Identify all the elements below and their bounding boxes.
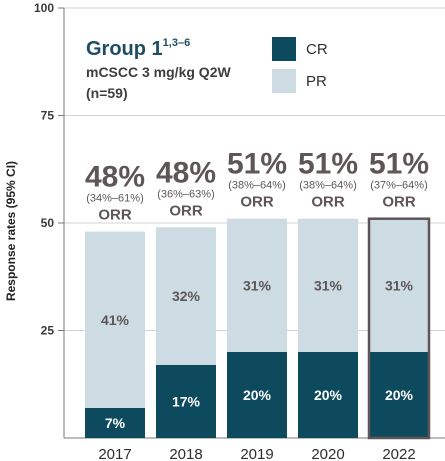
- x-tick-label-2022: 2022: [382, 446, 415, 461]
- y-tick-label-75: 75: [41, 109, 55, 123]
- chart-subtitle-line-2: (n=59): [86, 85, 128, 101]
- y-axis-label: Response rates (95% CI): [4, 161, 18, 301]
- orr-label-2020: ORR: [311, 194, 345, 211]
- legend-swatch-pr: [272, 69, 296, 93]
- orr-percent-2020: 51%: [298, 148, 358, 181]
- orr-ci-2017: (34%–61%): [86, 193, 143, 205]
- orr-label-2017: ORR: [98, 207, 132, 224]
- data-label-cr-2022: 20%: [385, 387, 414, 403]
- chart-title: Group 11,3–6: [86, 37, 190, 60]
- legend-swatch-cr: [272, 37, 296, 61]
- data-label-cr-2019: 20%: [243, 387, 272, 403]
- x-tick-label-2020: 2020: [311, 446, 344, 461]
- orr-label-2022: ORR: [382, 194, 416, 211]
- data-label-pr-2020: 31%: [314, 277, 343, 293]
- orr-percent-2022: 51%: [369, 148, 429, 181]
- bar-pr-2018: [156, 227, 216, 365]
- data-label-pr-2019: 31%: [243, 277, 272, 293]
- bar-pr-2019: [227, 218, 287, 352]
- orr-percent-2017: 48%: [85, 161, 145, 194]
- chart-subtitle-line-1: mCSCC 3 mg/kg Q2W: [86, 64, 231, 80]
- data-label-cr-2020: 20%: [314, 387, 343, 403]
- bar-cr-2022: [369, 352, 429, 438]
- orr-label-2019: ORR: [240, 194, 274, 211]
- orr-percent-2019: 51%: [227, 148, 287, 181]
- bar-pr-2022: [369, 218, 429, 352]
- orr-label-2018: ORR: [169, 202, 203, 219]
- highlight-outline-2022: [367, 217, 431, 440]
- orr-ci-2022: (37%–64%): [370, 180, 427, 192]
- data-label-pr-2017: 41%: [101, 312, 130, 328]
- bar-cr-2017: [85, 407, 145, 438]
- bar-cr-2018: [156, 364, 216, 438]
- x-tick-label-2018: 2018: [169, 446, 202, 461]
- orr-ci-2020: (38%–64%): [299, 180, 356, 192]
- bars: [85, 217, 431, 440]
- y-tick-label-50: 50: [41, 216, 55, 230]
- chart-title-superscript: 1,3–6: [163, 37, 191, 49]
- orr-percent-2018: 48%: [156, 156, 216, 189]
- data-label-cr-2017: 7%: [105, 415, 126, 431]
- chart-title-text: Group 1: [86, 38, 163, 60]
- x-tick-label-2017: 2017: [98, 446, 131, 461]
- x-tick-label-2019: 2019: [240, 446, 273, 461]
- legend: CR PR: [272, 37, 328, 93]
- chart-header: Group 11,3–6 mCSCC 3 mg/kg Q2W (n=59): [86, 37, 231, 101]
- bar-pr-2020: [298, 218, 358, 352]
- y-tick-label-25: 25: [41, 324, 55, 338]
- bar-cr-2019: [227, 352, 287, 438]
- labels: 7%41%201748%(34%–61%)ORR17%32%201848%(36…: [85, 148, 429, 461]
- orr-ci-2019: (38%–64%): [228, 180, 285, 192]
- legend-label-pr: PR: [306, 73, 327, 90]
- data-label-pr-2022: 31%: [385, 277, 414, 293]
- data-label-pr-2018: 32%: [172, 288, 201, 304]
- legend-label-cr: CR: [306, 41, 328, 58]
- bar-cr-2020: [298, 352, 358, 438]
- data-label-cr-2018: 17%: [172, 393, 201, 409]
- orr-ci-2018: (36%–63%): [157, 188, 214, 200]
- y-tick-label-100: 100: [34, 1, 54, 15]
- bar-pr-2017: [85, 231, 145, 408]
